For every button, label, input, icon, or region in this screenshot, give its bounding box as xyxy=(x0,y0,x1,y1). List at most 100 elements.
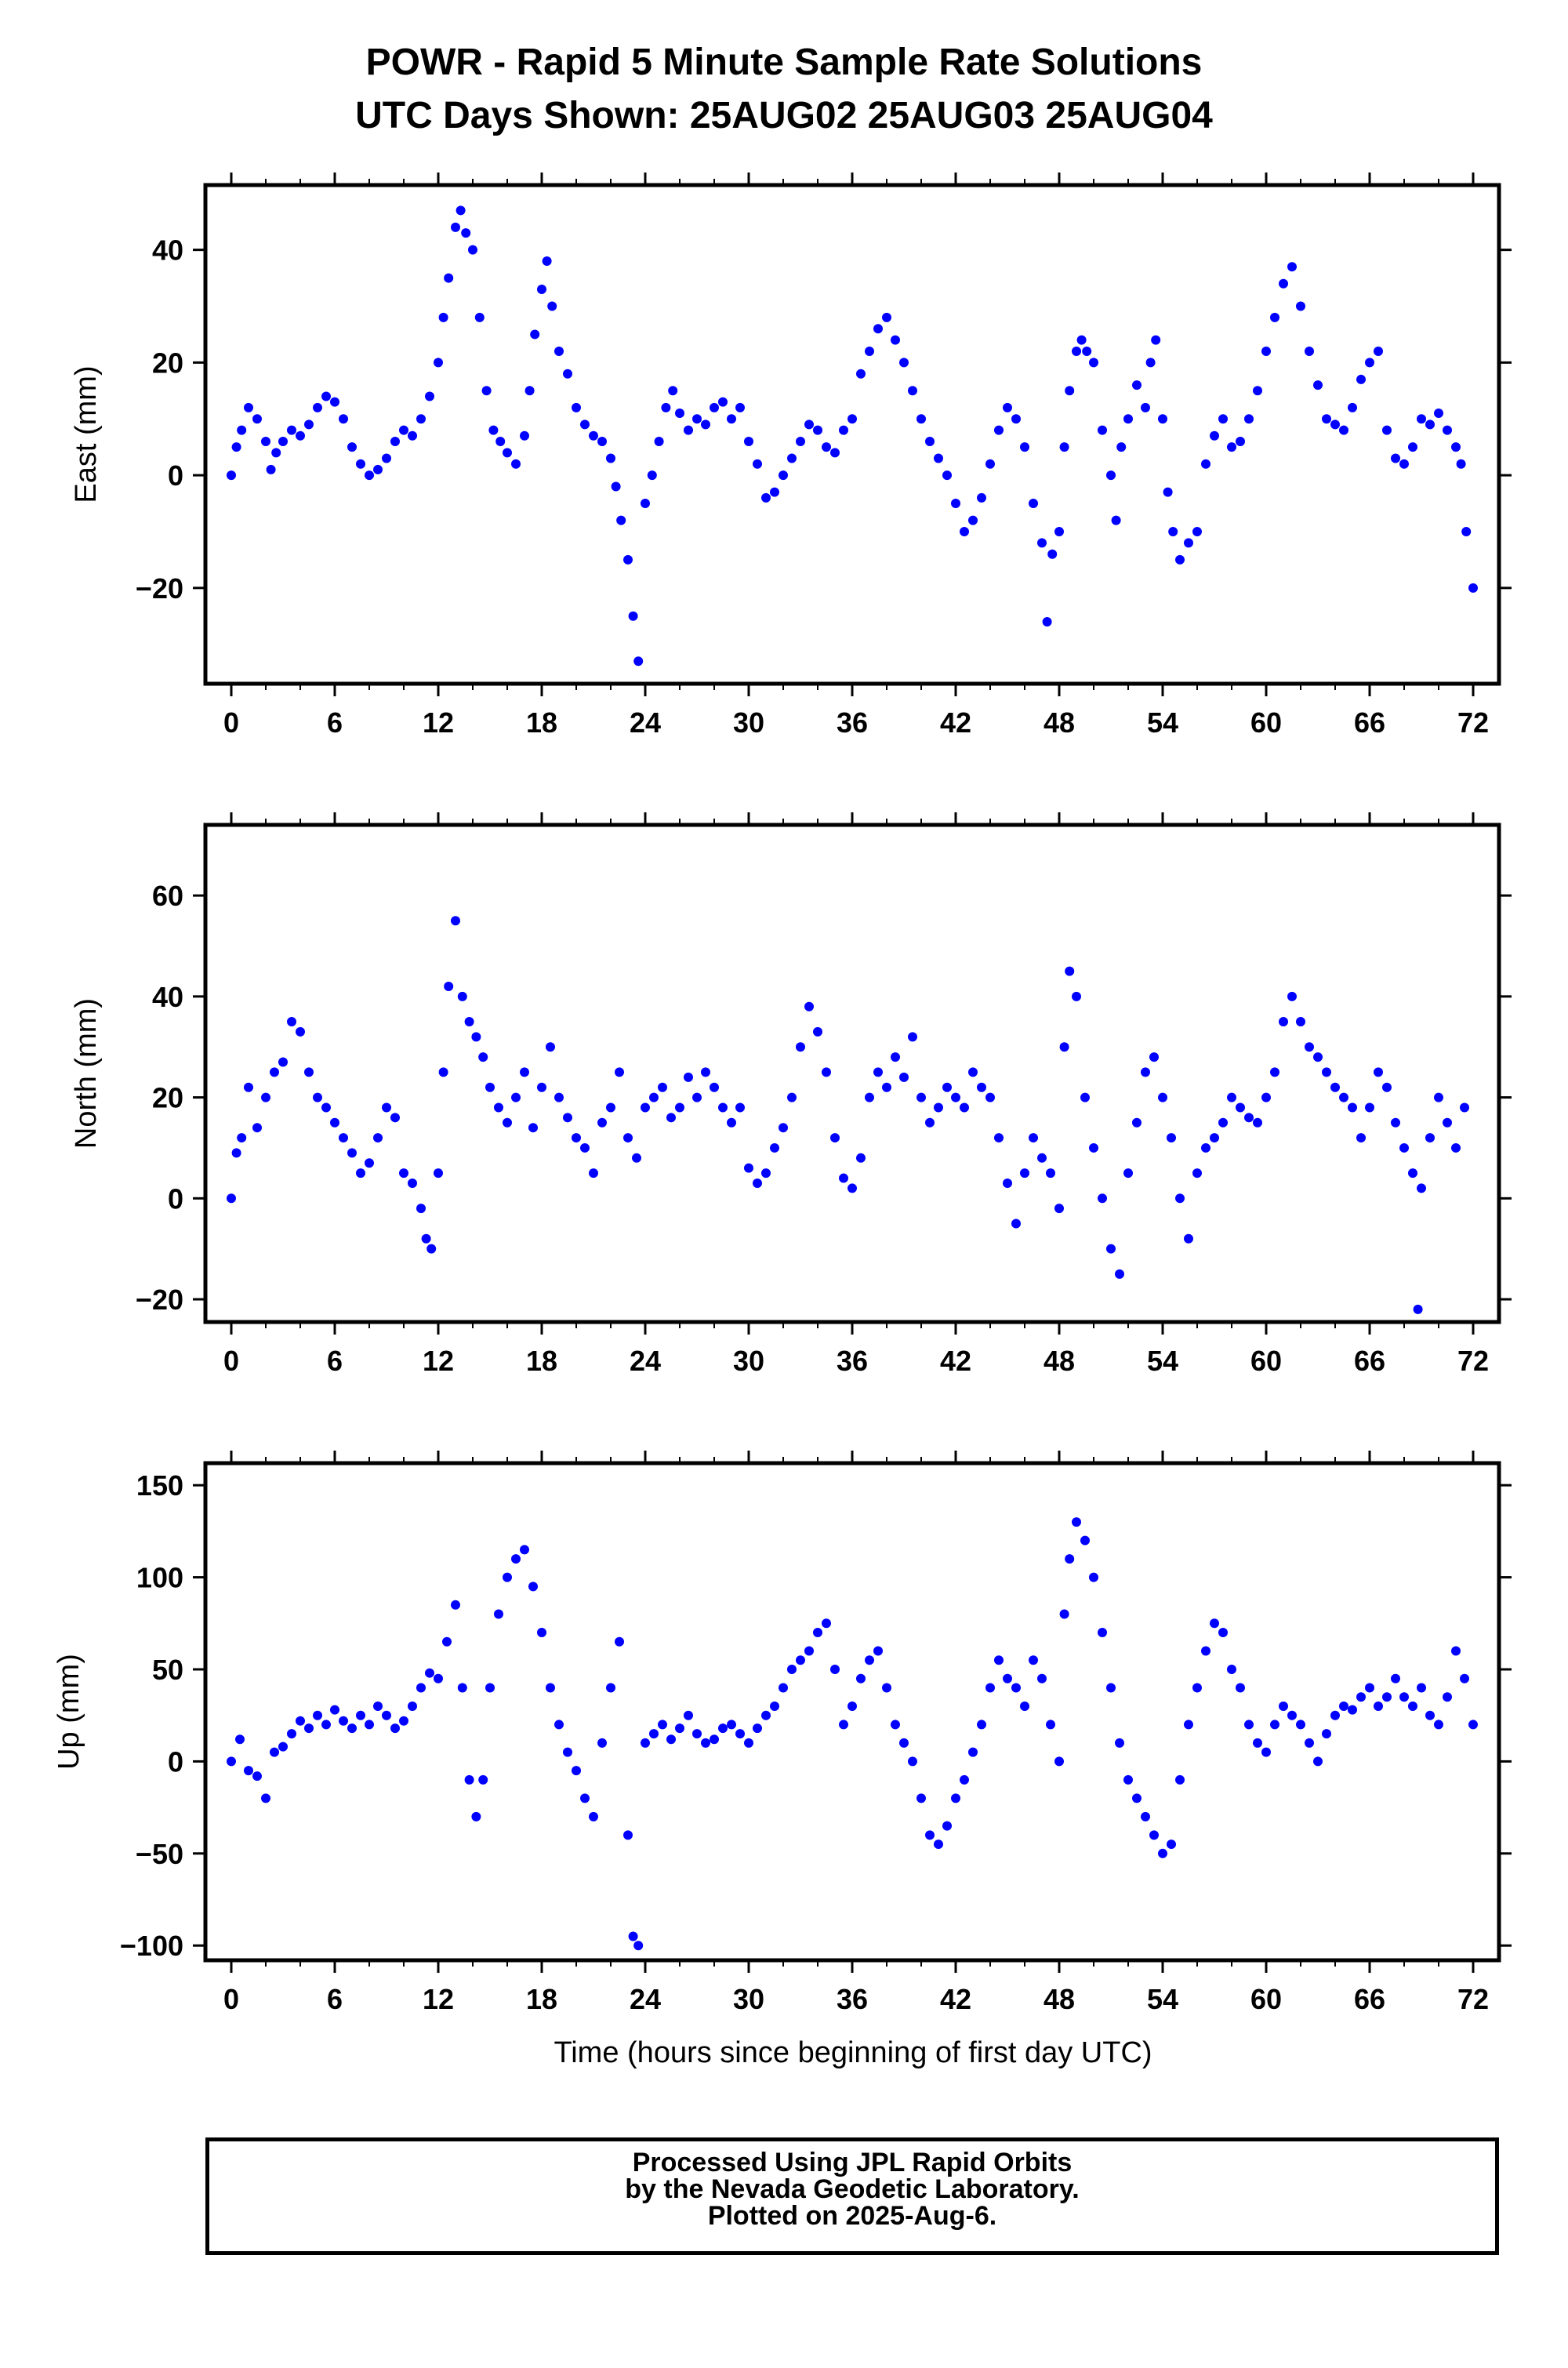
east-data-point xyxy=(684,425,693,435)
north-data-point xyxy=(546,1042,555,1052)
north-data-point xyxy=(416,1204,426,1214)
east-data-point xyxy=(753,459,762,469)
north-data-point xyxy=(796,1042,805,1052)
east-data-point xyxy=(1374,347,1383,356)
east-data-point xyxy=(451,222,460,232)
east-data-point xyxy=(438,312,448,322)
east-data-point xyxy=(503,448,512,458)
east-data-point xyxy=(623,554,633,565)
east-data-point xyxy=(925,436,935,446)
east-data-point xyxy=(278,436,288,446)
up-data-point xyxy=(1184,1720,1193,1730)
east-data-point xyxy=(1059,442,1069,452)
up-data-point xyxy=(408,1701,417,1711)
up-data-point xyxy=(520,1545,529,1555)
up-data-point xyxy=(727,1720,736,1730)
east-x-tick-label: 6 xyxy=(327,706,343,739)
east-data-point xyxy=(271,448,281,458)
east-x-tick-label: 72 xyxy=(1457,706,1489,739)
x-axis-label: Time (hours since beginning of first day… xyxy=(554,2036,1152,2069)
north-data-point xyxy=(1098,1193,1107,1204)
up-data-point xyxy=(934,1840,943,1850)
north-data-point xyxy=(356,1168,365,1179)
up-data-point xyxy=(528,1582,538,1592)
east-data-point xyxy=(1313,380,1323,390)
up-data-point xyxy=(1287,1710,1297,1720)
east-data-point xyxy=(1175,554,1185,565)
east-y-tick-label: 20 xyxy=(152,347,183,379)
north-frame xyxy=(203,823,1501,1324)
east-data-point xyxy=(542,256,552,267)
up-data-point xyxy=(925,1830,935,1840)
east-data-point xyxy=(321,391,331,401)
north-data-point xyxy=(1037,1153,1047,1163)
up-data-point xyxy=(684,1710,693,1720)
east-x-tick-label: 30 xyxy=(733,706,764,739)
north-data-point xyxy=(710,1082,719,1092)
east-data-point xyxy=(547,301,557,311)
north-data-point xyxy=(1158,1092,1167,1102)
north-data-point xyxy=(641,1102,650,1113)
up-data-point xyxy=(848,1701,857,1711)
north-data-point xyxy=(1425,1133,1435,1143)
chart-subtitle: UTC Days Shown: 25AUG02 25AUG03 25AUG04 xyxy=(355,95,1213,136)
east-data-point xyxy=(365,470,374,481)
north-data-point xyxy=(231,1148,241,1158)
up-data-point xyxy=(244,1766,253,1776)
east-data-point xyxy=(606,453,615,463)
east-data-point xyxy=(647,470,657,481)
east-data-point xyxy=(1443,425,1452,435)
up-data-point xyxy=(1080,1535,1090,1545)
east-data-point xyxy=(563,369,572,379)
east-data-point xyxy=(1279,278,1288,289)
up-data-point xyxy=(649,1729,659,1739)
up-data-point xyxy=(796,1655,805,1665)
up-data-point xyxy=(1244,1720,1254,1730)
north-data-point xyxy=(1167,1133,1176,1143)
east-data-point xyxy=(1287,262,1297,272)
up-data-point xyxy=(464,1774,474,1785)
east-data-point xyxy=(1145,358,1156,368)
north-data-point xyxy=(464,1017,474,1027)
east-data-point xyxy=(456,205,466,216)
up-data-point xyxy=(865,1655,874,1665)
up-data-point xyxy=(442,1636,452,1647)
up-data-point xyxy=(1365,1683,1374,1693)
north-data-point xyxy=(934,1102,943,1113)
up-data-point xyxy=(227,1756,236,1767)
up-data-point xyxy=(1261,1747,1271,1757)
north-x-tick-label: 54 xyxy=(1147,1345,1178,1377)
east-data-point xyxy=(1163,487,1173,497)
north-y-tick-label: −20 xyxy=(136,1284,183,1316)
east-y-tick-label: 0 xyxy=(168,459,183,492)
east-data-point xyxy=(951,499,960,509)
up-data-point xyxy=(546,1683,555,1693)
north-data-point xyxy=(666,1113,676,1123)
north-data-point xyxy=(313,1092,322,1102)
up-x-tick-label: 72 xyxy=(1457,1983,1489,2015)
up-data-point xyxy=(287,1729,296,1739)
up-x-tick-label: 12 xyxy=(423,1983,454,2015)
north-data-point xyxy=(339,1133,348,1143)
east-data-point xyxy=(1468,583,1478,593)
up-data-point xyxy=(1123,1774,1133,1785)
north-data-point xyxy=(244,1082,253,1092)
east-data-point xyxy=(1065,386,1075,396)
north-data-point xyxy=(537,1082,546,1092)
north-data-point xyxy=(287,1017,296,1027)
north-data-point xyxy=(597,1117,607,1128)
north-data-point xyxy=(1451,1142,1461,1153)
east-data-point xyxy=(1236,436,1245,446)
east-data-point xyxy=(718,397,728,407)
east-data-point xyxy=(899,358,909,368)
east-data-point xyxy=(461,228,471,238)
up-data-point xyxy=(1236,1683,1245,1693)
footer-box: Processed Using JPL Rapid Orbits by the … xyxy=(205,2137,1499,2255)
north-data-point xyxy=(856,1153,866,1163)
up-x-tick-label: 42 xyxy=(940,1983,971,2015)
up-data-point xyxy=(1054,1756,1064,1767)
north-data-point xyxy=(1201,1142,1210,1153)
east-data-point xyxy=(1072,347,1081,356)
up-y-tick-label: 50 xyxy=(152,1654,183,1686)
north-data-point xyxy=(1244,1113,1254,1123)
